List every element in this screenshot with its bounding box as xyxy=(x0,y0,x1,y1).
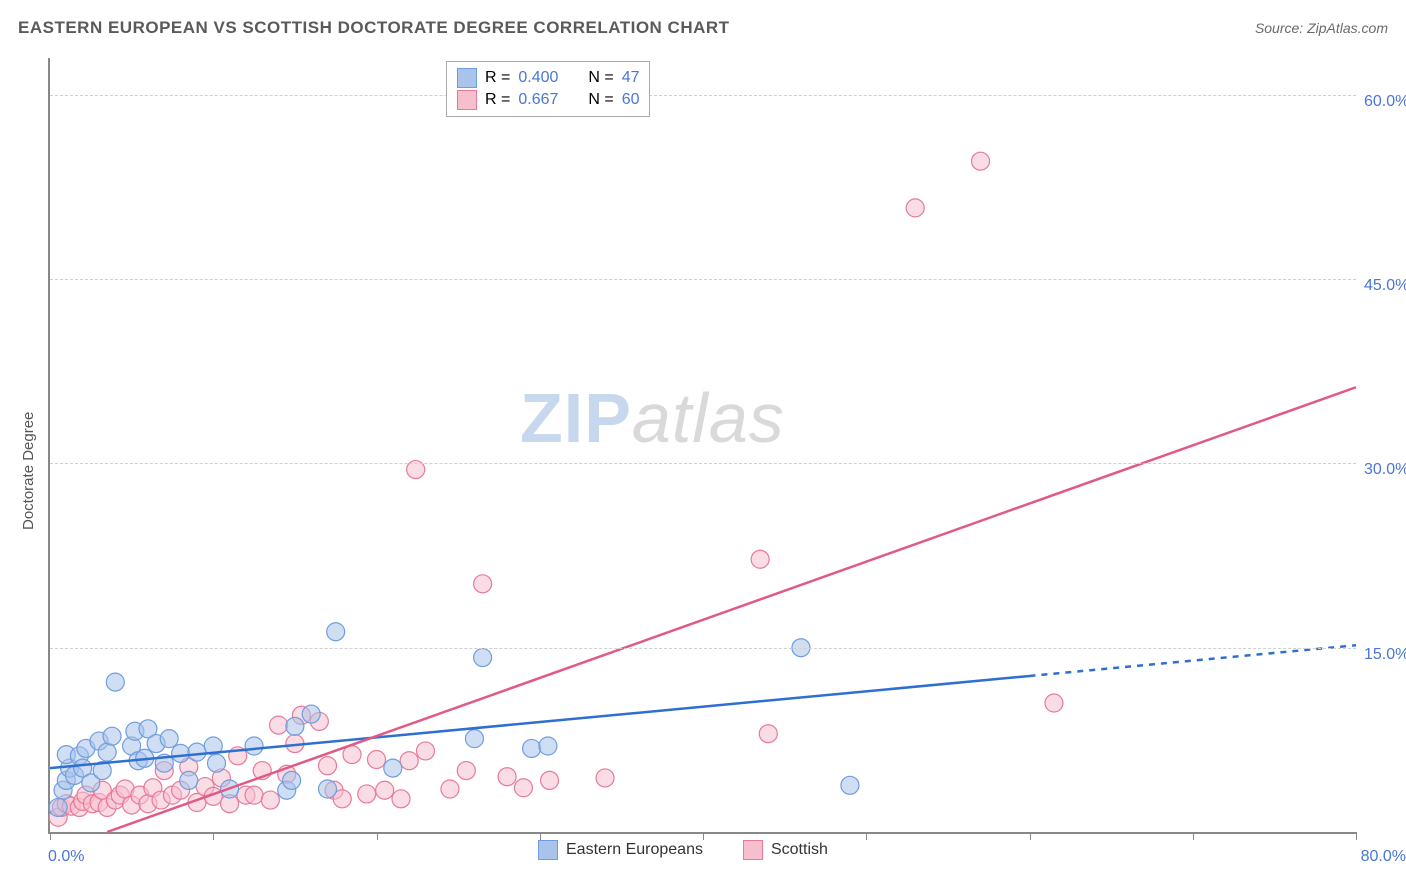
point-blue xyxy=(319,780,337,798)
point-blue xyxy=(245,737,263,755)
x-tick xyxy=(213,832,214,840)
point-blue xyxy=(474,649,492,667)
series-legend-pink: Scottish xyxy=(743,840,828,860)
point-blue xyxy=(286,717,304,735)
point-pink xyxy=(441,780,459,798)
point-pink xyxy=(498,768,516,786)
point-blue xyxy=(384,759,402,777)
series-swatch-pink xyxy=(743,840,763,860)
legend-row-pink: R = 0.667 N = 60 xyxy=(457,90,639,110)
point-blue xyxy=(539,737,557,755)
n-value-blue: 47 xyxy=(622,69,640,87)
gridline xyxy=(50,95,1356,96)
plot-svg xyxy=(50,58,1356,832)
x-tick xyxy=(1030,832,1031,840)
point-pink xyxy=(368,751,386,769)
r-value-pink: 0.667 xyxy=(518,91,574,109)
point-pink xyxy=(474,575,492,593)
point-pink xyxy=(906,199,924,217)
trendline xyxy=(107,387,1356,832)
legend-swatch-blue xyxy=(457,68,477,88)
x-origin-label: 0.0% xyxy=(48,848,84,866)
correlation-legend: R = 0.400 N = 47 R = 0.667 N = 60 xyxy=(446,61,650,117)
point-blue xyxy=(172,744,190,762)
trendline xyxy=(50,676,1030,768)
point-blue xyxy=(180,771,198,789)
x-tick xyxy=(1193,832,1194,840)
series-label-blue: Eastern Europeans xyxy=(566,841,703,859)
x-tick xyxy=(50,832,51,840)
y-tick-label: 30.0% xyxy=(1364,461,1406,479)
x-tick xyxy=(866,832,867,840)
n-value-pink: 60 xyxy=(622,91,640,109)
point-blue xyxy=(188,743,206,761)
point-pink xyxy=(1045,694,1063,712)
point-pink xyxy=(972,152,990,170)
series-legend: Eastern Europeans Scottish xyxy=(538,840,828,860)
point-blue xyxy=(302,705,320,723)
legend-row-blue: R = 0.400 N = 47 xyxy=(457,68,639,88)
point-pink xyxy=(319,757,337,775)
x-tick xyxy=(1356,832,1357,840)
point-blue xyxy=(283,771,301,789)
point-blue xyxy=(106,673,124,691)
point-pink xyxy=(245,786,263,804)
x-tick xyxy=(540,832,541,840)
x-tick xyxy=(703,832,704,840)
series-label-pink: Scottish xyxy=(771,841,828,859)
point-pink xyxy=(392,790,410,808)
legend-swatch-pink xyxy=(457,90,477,110)
point-blue xyxy=(160,730,178,748)
series-swatch-blue xyxy=(538,840,558,860)
gridline xyxy=(50,463,1356,464)
point-blue xyxy=(841,776,859,794)
y-axis-label: Doctorate Degree xyxy=(20,412,37,530)
y-tick-label: 15.0% xyxy=(1364,646,1406,664)
point-pink xyxy=(759,725,777,743)
x-end-label: 80.0% xyxy=(1361,848,1406,866)
y-tick-label: 60.0% xyxy=(1364,93,1406,111)
point-pink xyxy=(261,791,279,809)
point-blue xyxy=(103,727,121,745)
series-legend-blue: Eastern Europeans xyxy=(538,840,703,860)
r-value-blue: 0.400 xyxy=(518,69,574,87)
point-pink xyxy=(457,762,475,780)
point-pink xyxy=(751,550,769,568)
source-attribution: Source: ZipAtlas.com xyxy=(1255,20,1388,36)
point-pink xyxy=(416,742,434,760)
point-pink xyxy=(541,771,559,789)
gridline xyxy=(50,648,1356,649)
point-blue xyxy=(208,754,226,772)
point-pink xyxy=(596,769,614,787)
point-blue xyxy=(327,623,345,641)
x-tick xyxy=(377,832,378,840)
point-pink xyxy=(400,752,418,770)
point-pink xyxy=(376,781,394,799)
point-pink xyxy=(514,779,532,797)
chart-title: EASTERN EUROPEAN VS SCOTTISH DOCTORATE D… xyxy=(18,18,730,38)
point-blue xyxy=(98,743,116,761)
point-blue xyxy=(465,730,483,748)
point-blue xyxy=(49,798,67,816)
point-blue xyxy=(523,739,541,757)
y-tick-label: 45.0% xyxy=(1364,277,1406,295)
scatter-plot: ZIPatlas 15.0%30.0%45.0%60.0%0.0%80.0% xyxy=(48,58,1356,834)
point-pink xyxy=(270,716,288,734)
point-pink xyxy=(358,785,376,803)
trendline xyxy=(1030,645,1357,676)
gridline xyxy=(50,279,1356,280)
